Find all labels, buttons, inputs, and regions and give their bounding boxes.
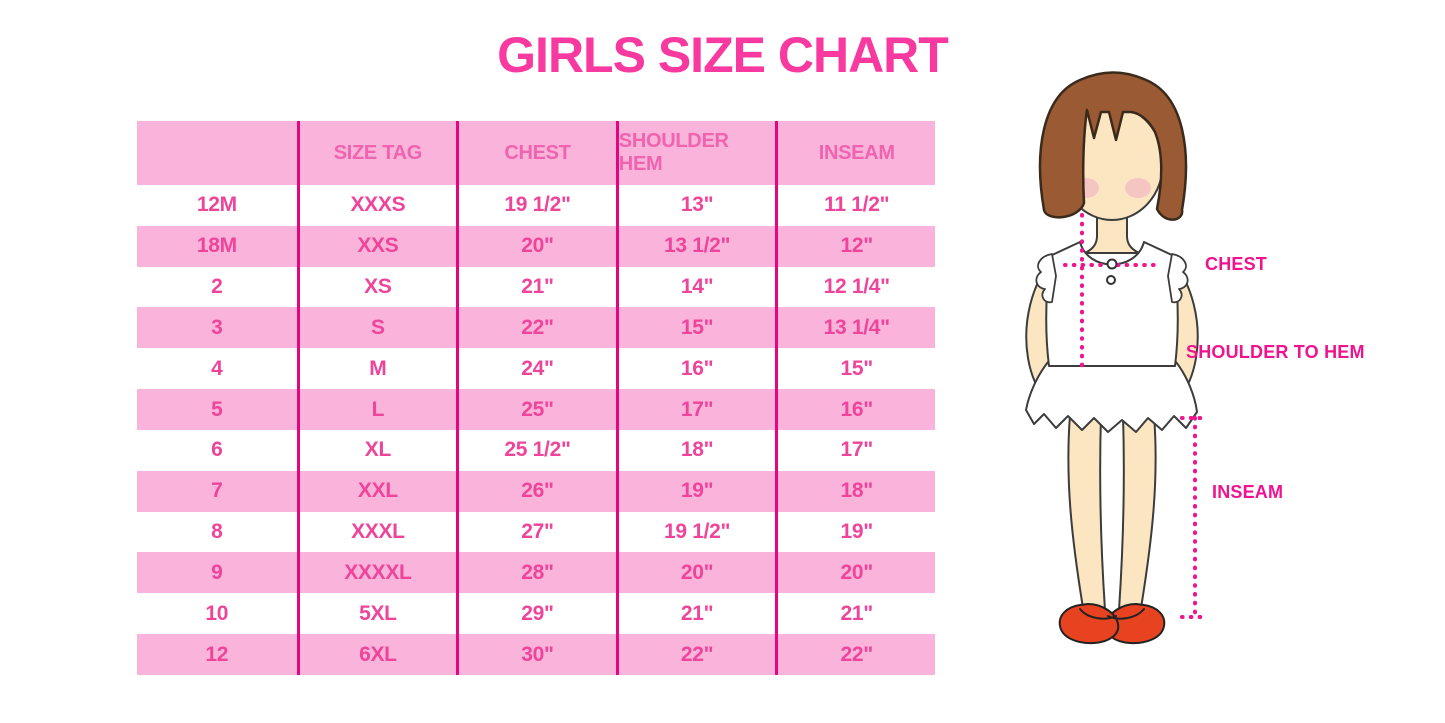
size-value-cell: L (296, 389, 457, 430)
size-value-cell: 18" (775, 470, 935, 512)
girl-top-button-1 (1106, 258, 1118, 270)
column-header: SHOULDER HEM (615, 121, 776, 185)
size-value-cell: 17" (775, 429, 935, 471)
size-value-cell: 21" (456, 266, 616, 308)
girl-skirt (1025, 361, 1198, 433)
size-row-label: 3 (137, 307, 297, 349)
size-value-cell: 18" (615, 429, 776, 471)
size-value-cell: 19" (615, 470, 776, 512)
girl-top-ruffle-left (1035, 253, 1057, 304)
size-value-cell: 25" (456, 389, 616, 430)
size-value-cell: 12" (775, 225, 935, 267)
size-value-cell: 25 1/2" (456, 429, 616, 471)
size-value-cell: XXXXL (296, 552, 457, 594)
size-value-cell: 22" (775, 634, 935, 675)
girl-shoe-left (1058, 603, 1120, 645)
size-value-cell: 26" (456, 470, 616, 512)
size-value-cell: 28" (456, 552, 616, 594)
girl-top-ruffle-right (1167, 253, 1189, 304)
size-value-cell: 16" (775, 389, 935, 430)
size-value-cell: XXS (296, 225, 457, 267)
size-value-cell: XS (296, 266, 457, 308)
girl-leg-left (1067, 414, 1106, 611)
size-value-cell: 13" (615, 185, 776, 226)
chest-measurement-label: CHEST (1205, 254, 1268, 274)
girl-cheek-right (1125, 178, 1151, 198)
size-row-label: 18M (137, 225, 297, 267)
size-value-cell: 21" (775, 593, 935, 635)
size-value-cell: 15" (775, 348, 935, 390)
inseam-measurement-label: INSEAM (1212, 482, 1284, 502)
size-value-cell: M (296, 348, 457, 390)
page-title: GIRLS SIZE CHART (497, 27, 949, 83)
size-row-label: 2 (137, 266, 297, 308)
size-value-cell: 13 1/2" (615, 225, 776, 267)
size-value-cell: 21" (615, 593, 776, 635)
size-value-cell: 30" (456, 634, 616, 675)
girl-leg-right (1118, 414, 1157, 611)
column-header: INSEAM (775, 121, 935, 185)
size-value-cell: 17" (615, 389, 776, 430)
size-value-cell: 15" (615, 307, 776, 349)
girl-figure-illustration (1025, 71, 1205, 645)
girl-shoe-strap-right (1107, 608, 1145, 620)
column-header: SIZE TAG (296, 121, 457, 185)
size-value-cell: 22" (615, 634, 776, 675)
size-row-label: 6 (137, 429, 297, 471)
size-row-label: 10 (137, 593, 297, 635)
girl-shoe-right (1104, 603, 1166, 645)
size-value-cell: 20" (615, 552, 776, 594)
size-row-label: 12 (137, 634, 297, 675)
size-value-cell: XXXS (296, 185, 457, 226)
size-value-cell: 29" (456, 593, 616, 635)
column-header: CHEST (456, 121, 616, 185)
size-value-cell: XL (296, 429, 457, 471)
girl-top-button-2 (1106, 275, 1116, 285)
size-value-cell: 19 1/2" (615, 511, 776, 553)
size-table: SIZE TAG CHEST SHOULDER HEM INSEAM 12M XXXS 19… (137, 121, 935, 675)
size-value-cell: XXL (296, 470, 457, 512)
size-row-label: 8 (137, 511, 297, 553)
size-row-label: 4 (137, 348, 297, 390)
size-value-cell: 14" (615, 266, 776, 308)
size-value-cell: 5XL (296, 593, 457, 635)
size-value-cell: 19 1/2" (456, 185, 616, 226)
size-value-cell: 20" (456, 225, 616, 267)
girl-hair (1038, 71, 1188, 221)
size-value-cell: 27" (456, 511, 616, 553)
size-value-cell: 11 1/2" (775, 185, 935, 226)
size-value-cell: 22" (456, 307, 616, 349)
size-row-label: 9 (137, 552, 297, 594)
shoulder-to-hem-measurement-label: SHOULDER TO HEM (1186, 342, 1365, 362)
size-value-cell: 12 1/4" (775, 266, 935, 308)
size-row-label: 5 (137, 389, 297, 430)
measurement-figure: CHEST SHOULDER TO HEM INSEAM (990, 60, 1410, 690)
size-value-cell: 6XL (296, 634, 457, 675)
size-value-cell: XXXL (296, 511, 457, 553)
size-value-cell: 16" (615, 348, 776, 390)
size-value-cell: 13 1/4" (775, 307, 935, 349)
size-row-label: 12M (137, 185, 297, 226)
size-row-label: 7 (137, 470, 297, 512)
size-value-cell: 20" (775, 552, 935, 594)
size-value-cell: 19" (775, 511, 935, 553)
size-value-cell: 24" (456, 348, 616, 390)
column-header-empty (137, 121, 297, 185)
size-value-cell: S (296, 307, 457, 349)
